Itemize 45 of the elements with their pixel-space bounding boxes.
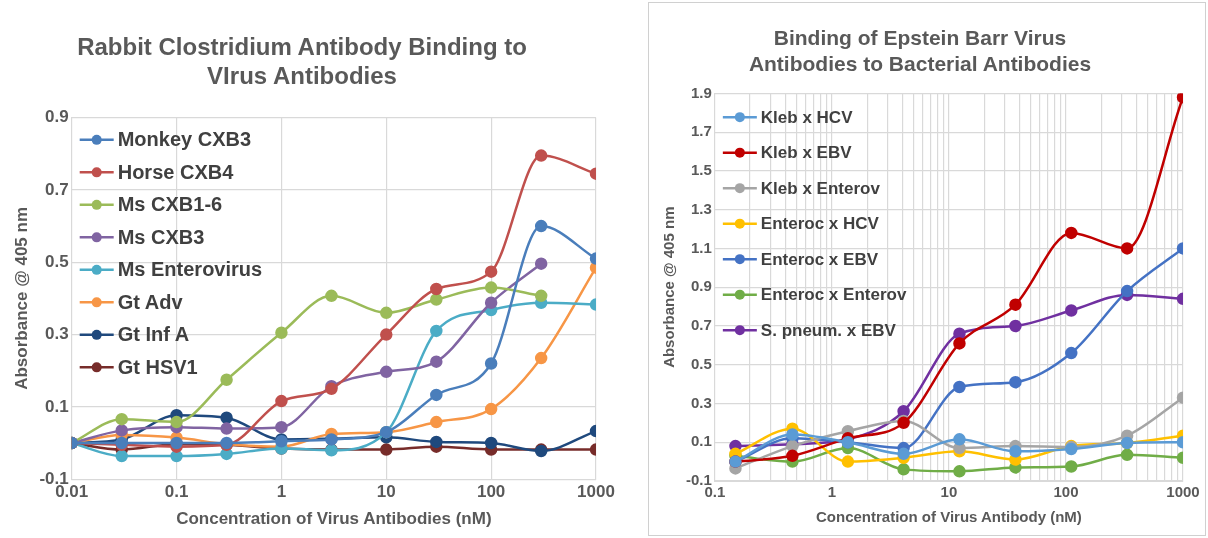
legend-label: Enteroc x HCV: [760, 214, 880, 234]
x-tick-label: 100: [476, 482, 506, 502]
legend-label: S. pneum. x EBV: [760, 320, 897, 340]
x-tick-label: 10: [940, 483, 958, 501]
y-tick-label: 0.3: [690, 393, 712, 411]
y-tick-label: 1.1: [690, 238, 712, 256]
legend-label: Horse CXB4: [117, 160, 235, 183]
legend-label: Ms Enterovirus: [117, 258, 263, 281]
legend-label: Monkey CXB3: [117, 128, 252, 151]
y-axis-title: Absorbance @ 405 nm: [660, 206, 678, 368]
y-tick-label: 0.1: [690, 432, 712, 450]
x-tick-label: 1: [276, 482, 287, 502]
y-tick-label: 0.1: [45, 396, 69, 416]
legend-label: Ms CXB3: [117, 225, 205, 248]
legend-label: Gt HSV1: [117, 355, 198, 378]
legend-label: Enteroc x EBV: [760, 249, 879, 269]
x-tick-label: 0.1: [164, 482, 189, 502]
y-tick-label: 1.5: [690, 161, 712, 179]
x-tick-label: 100: [1053, 483, 1079, 501]
legend-label: Kleb x HCV: [760, 107, 854, 127]
y-tick-label: 0.5: [690, 354, 712, 372]
legend-label: Ms CXB1-6: [117, 193, 223, 216]
y-tick-label: 0.3: [45, 324, 69, 344]
y-tick-label: 1.3: [690, 199, 712, 217]
legend-label: Gt Inf A: [117, 323, 190, 346]
y-tick-label: 1.9: [690, 83, 712, 101]
legend-label: Kleb x EBV: [760, 143, 853, 163]
y-tick-label: 0.7: [690, 316, 712, 334]
y-tick-label: 0.9: [690, 277, 712, 295]
legend-label: Gt Adv: [117, 290, 184, 313]
chart-title: Binding of Epstein Barr Virus Antibodies to Bacterial Antibodies: [748, 26, 1092, 75]
y-tick-label: 1.7: [690, 122, 712, 140]
x-tick-label: 1: [827, 483, 837, 501]
y-tick-label: 0.9: [45, 107, 69, 127]
y-tick-label: 0.5: [45, 251, 69, 271]
x-tick-label: 1000: [577, 482, 615, 502]
chart-title: Rabbit Clostridium Antibody Binding to VIrus Antibodies: [77, 33, 527, 89]
x-tick-label: 1000: [1166, 483, 1200, 501]
legend-label: Enteroc x Enterov: [760, 285, 907, 305]
y-tick-label: 0.7: [45, 179, 69, 199]
x-axis-title: Concentration of Virus Antibodies (nM): [176, 509, 492, 529]
legend-label: Kleb x Enterov: [760, 178, 881, 198]
y-axis-title: Absorbance @ 405 nm: [11, 206, 31, 390]
x-tick-label: 10: [376, 482, 396, 502]
x-axis-title: Concentration of Virus Antibody (nM): [816, 508, 1082, 526]
